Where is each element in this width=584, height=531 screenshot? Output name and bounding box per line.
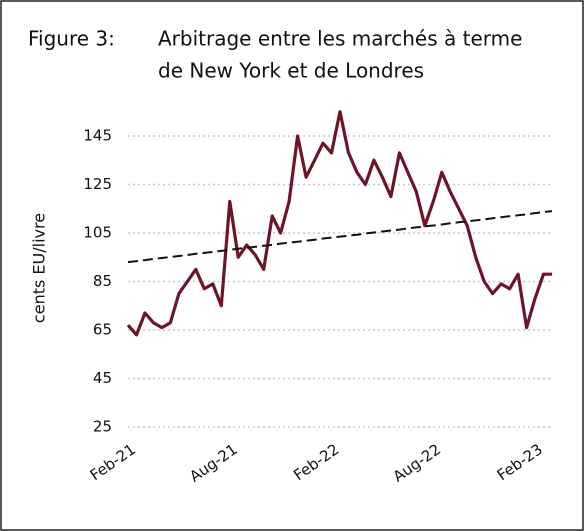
chart-title: Arbitrage entre les marchés à terme — [158, 27, 522, 51]
data-line — [126, 110, 552, 337]
y-tick-label: 85 — [93, 272, 112, 290]
y-tick-label: 125 — [83, 175, 112, 193]
y-tick-label: 45 — [93, 369, 112, 387]
chart-title: de New York et de Londres — [158, 59, 424, 83]
figure-label: Figure 3: — [28, 27, 115, 51]
y-tick-label: 145 — [83, 126, 112, 144]
y-tick-label: 65 — [93, 320, 112, 338]
y-tick-label: 25 — [93, 418, 112, 436]
y-axis-label: cents EU/livre — [30, 213, 49, 323]
trend-line — [127, 210, 553, 264]
y-tick-label: 105 — [83, 223, 112, 241]
